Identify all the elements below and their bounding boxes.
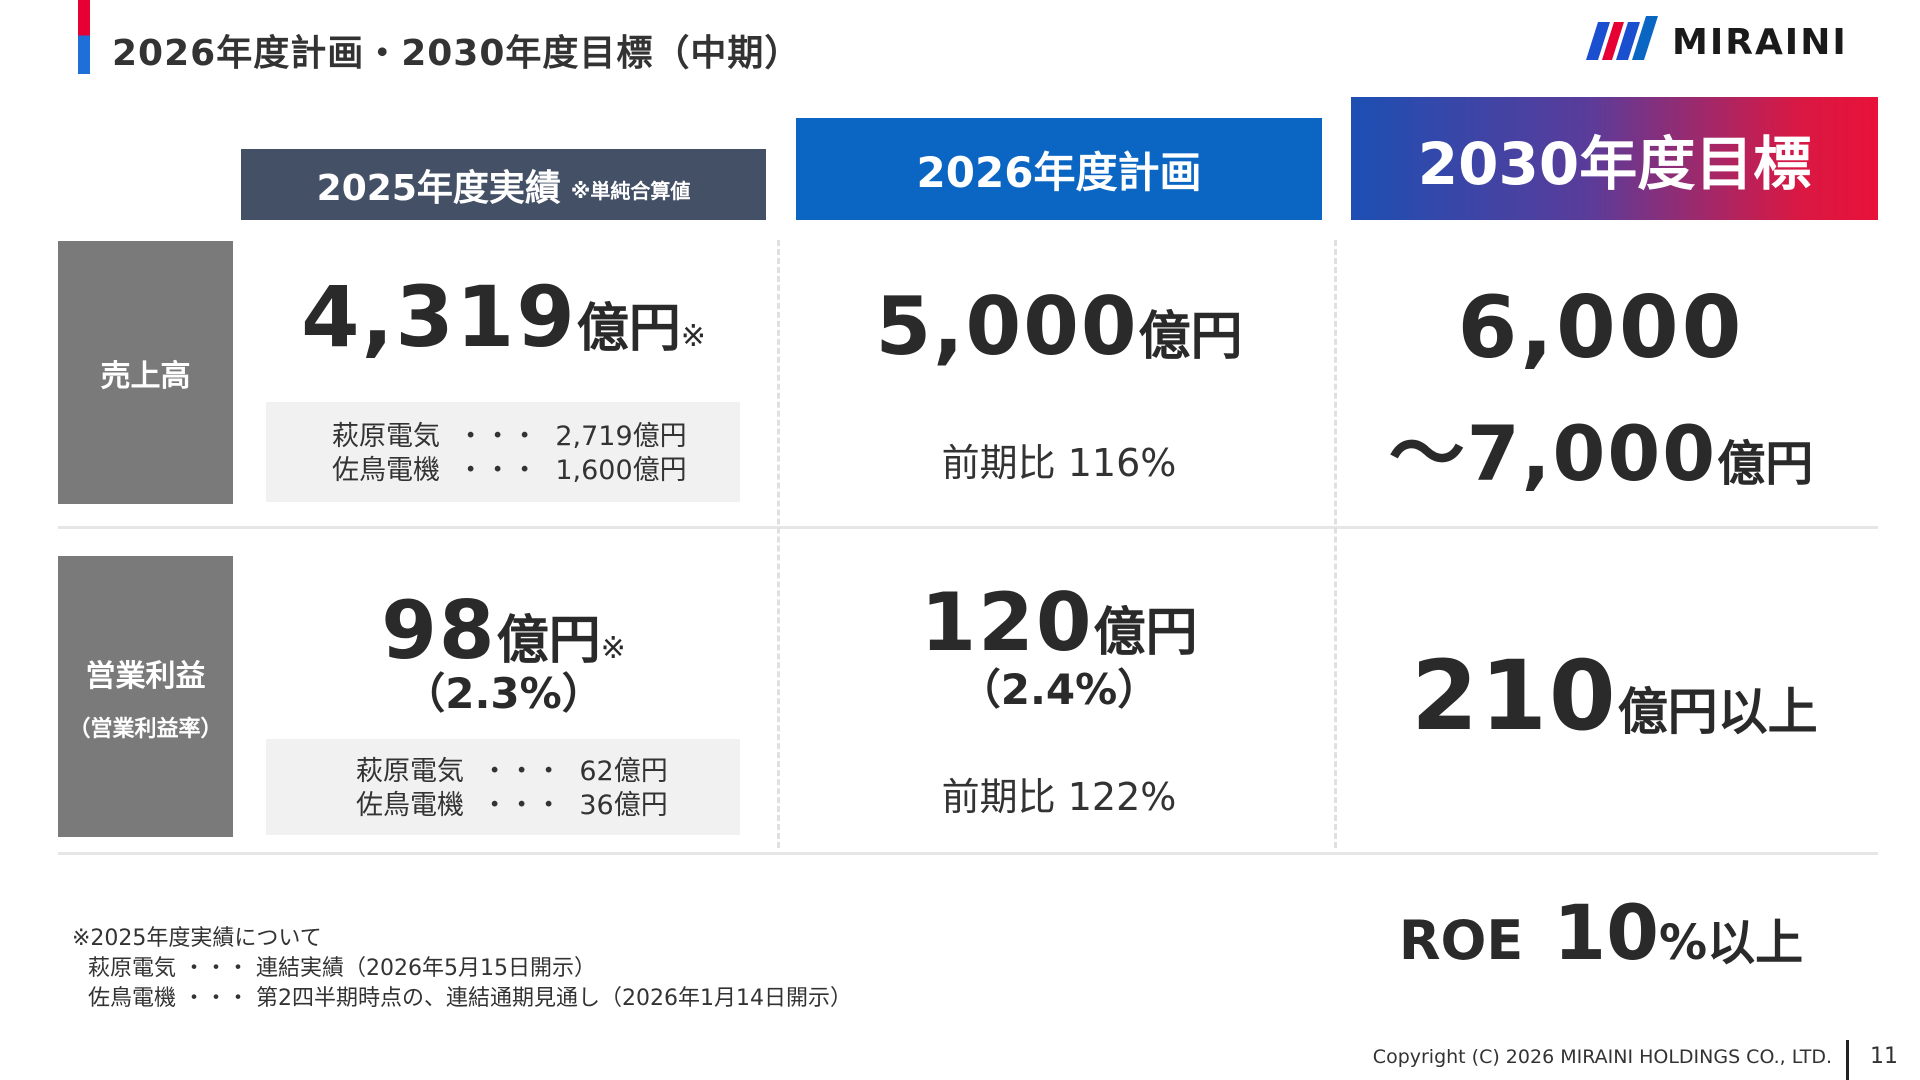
- value-unit: 億円: [576, 299, 681, 359]
- row-divider: [58, 852, 1878, 855]
- value-number: 5,000: [875, 280, 1139, 373]
- copyright-text: Copyright (C) 2026 MIRAINI HOLDINGS CO.,…: [1372, 1046, 1832, 1068]
- value-number: 98: [381, 584, 497, 677]
- company-logo: MIRAINI: [1584, 14, 1894, 66]
- op-2030-value: 210億円以上: [1351, 640, 1878, 752]
- logo-mark-icon: [1586, 16, 1658, 60]
- column-header-2026-plan: 2026年度計画: [796, 118, 1322, 220]
- breakdown-company: 佐鳥電機: [356, 790, 464, 821]
- sales-2026-value: 5,000億円: [796, 280, 1322, 373]
- breakdown-value: 36億円: [579, 790, 668, 821]
- op-2025-rate: （2.3%）: [403, 669, 604, 718]
- breakdown-line: 佐鳥電機 ・・・ 36億円: [356, 790, 668, 821]
- column-header-label: 2025年度実績: [316, 167, 561, 209]
- column-divider: [1334, 240, 1337, 848]
- value-unit: 億円: [1138, 307, 1243, 367]
- column-header-note: ※単純合算値: [570, 179, 691, 203]
- row-label-text: 売上高: [100, 358, 191, 394]
- breakdown-line: 佐鳥電機 ・・・ 1,600億円: [332, 455, 687, 486]
- value-number: ～7,000: [1388, 409, 1718, 498]
- value-number: 120: [920, 576, 1094, 669]
- column-header-label: 2030年度目標: [1417, 129, 1812, 198]
- op-2026-growth: 前期比 122%: [941, 775, 1177, 819]
- value-unit: 億円: [1717, 436, 1814, 492]
- op-2026-rate: （2.4%）: [958, 665, 1160, 714]
- sales-2025-breakdown: 萩原電気 ・・・ 2,719億円 佐鳥電機 ・・・ 1,600億円: [266, 402, 740, 502]
- footnote-mark: ※: [680, 319, 706, 354]
- row-divider: [58, 526, 1878, 529]
- breakdown-value: 62億円: [579, 756, 668, 787]
- footnote: ※2025年度実績について 萩原電気 ・・・ 連結実績（2026年5月15日開示…: [72, 924, 852, 1014]
- logo-text: MIRAINI: [1672, 22, 1848, 63]
- row-label-sales: 売上高: [58, 241, 233, 504]
- column-header-label: 2026年度計画: [916, 147, 1202, 197]
- row-label-text: 営業利益: [85, 658, 206, 694]
- sales-2026-growth: 前期比 116%: [941, 441, 1177, 485]
- value-unit: 億円以上: [1617, 683, 1818, 741]
- row-sublabel-text: （営業利益率）: [68, 716, 223, 742]
- value-unit: 億円: [1093, 603, 1198, 663]
- footnote-heading: ※2025年度実績について: [72, 926, 322, 951]
- roe-value: 10: [1553, 888, 1660, 977]
- sales-2025-value: 4,319億円※: [241, 268, 766, 366]
- op-2026-value: 120億円: [796, 576, 1322, 669]
- breakdown-company: 萩原電気: [332, 421, 440, 452]
- sales-2030-value-high: ～7,000億円: [1351, 392, 1851, 502]
- footnote-line: 萩原電気 ・・・ 連結実績（2026年5月15日開示）: [88, 956, 596, 981]
- breakdown-value: 1,600億円: [555, 455, 687, 486]
- title-accent-bar: [78, 0, 90, 74]
- op-2025-breakdown: 萩原電気 ・・・ 62億円 佐鳥電機 ・・・ 36億円: [266, 739, 740, 835]
- roe-unit: %以上: [1659, 915, 1804, 971]
- breakdown-company: 佐鳥電機: [332, 455, 440, 486]
- column-header-2030-target: 2030年度目標: [1351, 97, 1878, 220]
- row-label-operating-profit: 営業利益 （営業利益率）: [58, 556, 233, 837]
- op-2025-value: 98億円※: [241, 584, 766, 677]
- footnote-mark: ※: [600, 631, 626, 666]
- roe-label: ROE: [1398, 909, 1524, 972]
- sales-2030-value-low: 6,000: [1457, 278, 1745, 378]
- footnote-line: 佐鳥電機 ・・・ 第2四半期時点の、連結通期見通し（2026年1月14日開示）: [88, 986, 852, 1011]
- page-number: 11: [1870, 1044, 1898, 1069]
- column-divider: [777, 240, 780, 848]
- breakdown-line: 萩原電気 ・・・ 62億円: [356, 756, 668, 787]
- value-number: 4,319: [301, 268, 577, 366]
- breakdown-company: 萩原電気: [356, 756, 464, 787]
- page-title: 2026年度計画・2030年度目標（中期）: [112, 33, 802, 74]
- value-number: 210: [1411, 640, 1618, 752]
- breakdown-value: 2,719億円: [555, 421, 687, 452]
- column-header-2025-actual: 2025年度実績 ※単純合算値: [241, 149, 766, 220]
- footer-divider: [1846, 1040, 1849, 1080]
- roe-target: ROE 10%以上: [1351, 888, 1851, 977]
- breakdown-line: 萩原電気 ・・・ 2,719億円: [332, 421, 687, 452]
- value-unit: 億円: [496, 611, 601, 671]
